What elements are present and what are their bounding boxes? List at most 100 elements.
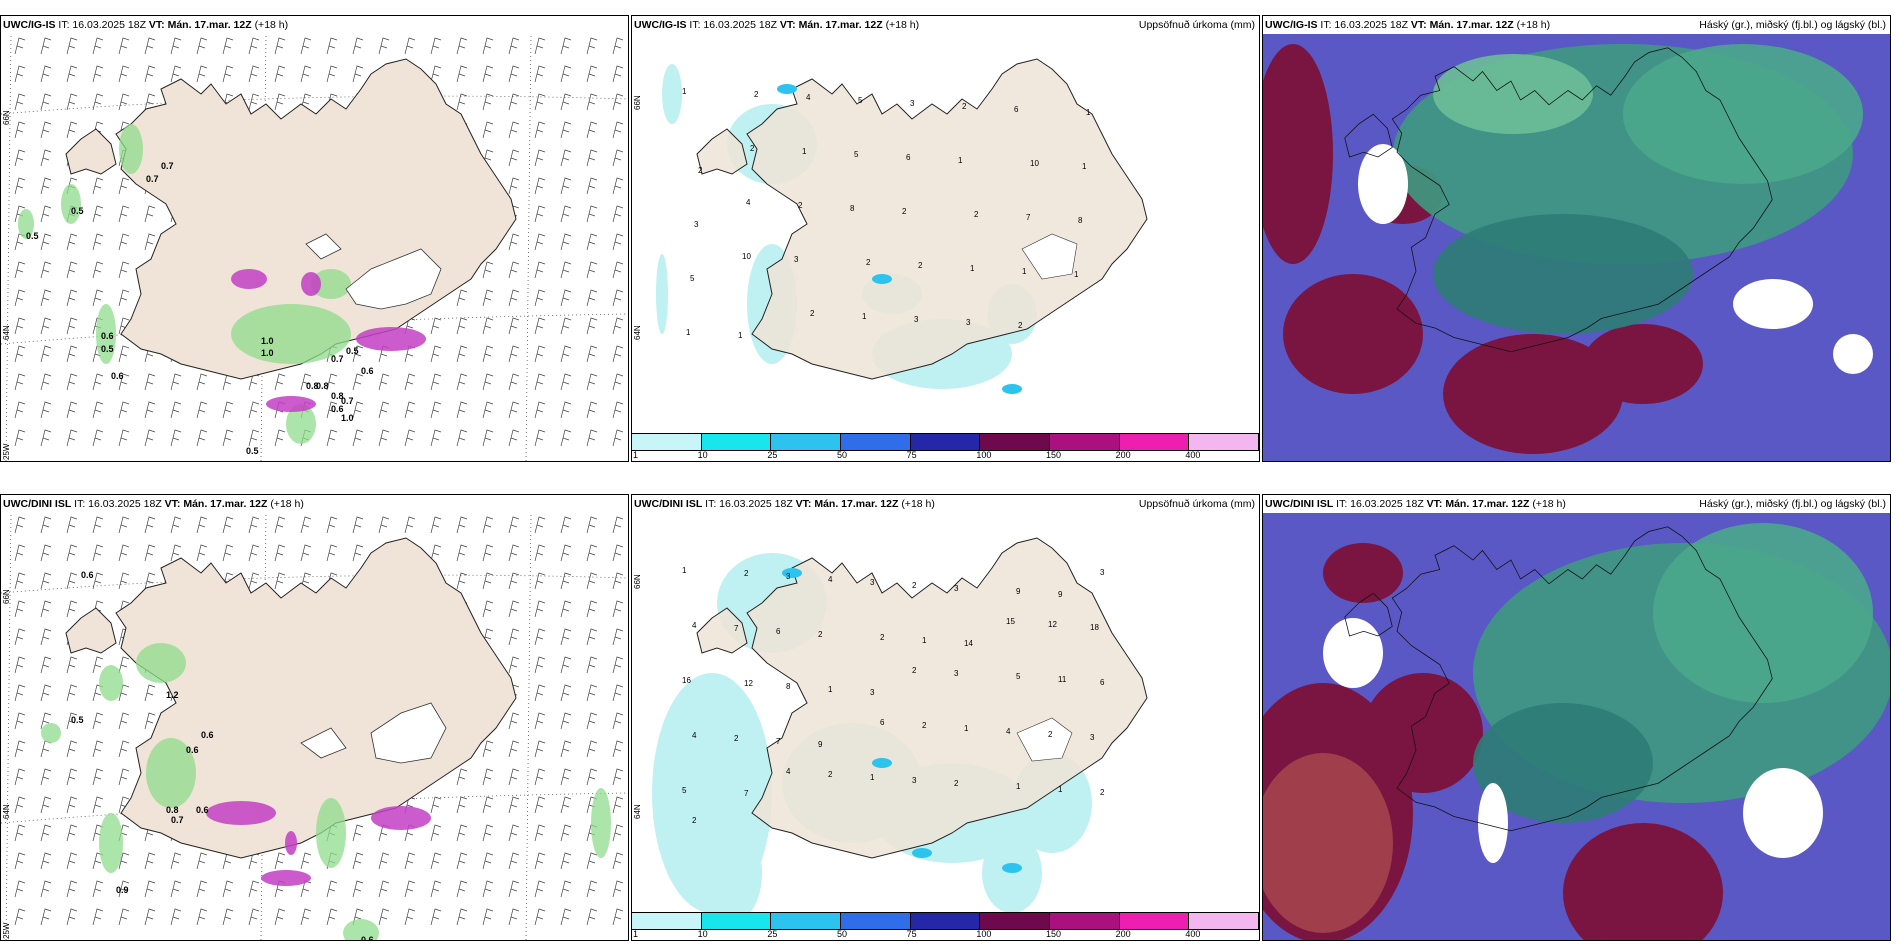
cloud-cover-panel-bottom: UWC/DINI ISL IT: 16.03.2025 18Z VT: Mán.…: [1262, 494, 1891, 941]
valid-time-label: VT:: [164, 498, 181, 510]
precip-value: 2: [912, 666, 917, 675]
precip-value: 1: [862, 312, 867, 321]
colorbar-cell: [910, 434, 981, 450]
map-canvas: [1263, 513, 1890, 940]
precip-value: 0.7: [146, 174, 159, 184]
colorbar-cell: [771, 913, 842, 929]
precip-value: 1: [828, 685, 833, 694]
field-title: Uppsöfnuð úrkoma (mm): [1138, 19, 1255, 31]
colorbar-cell: [1050, 913, 1120, 929]
colorbar-tick: 10: [697, 450, 708, 460]
precip-value: 0.8: [306, 381, 319, 391]
precip-value: 1.0: [261, 336, 274, 346]
grid-label: 66N: [2, 110, 11, 125]
colorbar-cell: [1050, 434, 1120, 450]
precip-value: 14: [964, 639, 973, 648]
precip-value: 2: [954, 779, 959, 788]
colorbar-tick: 100: [976, 929, 992, 939]
precip-value: 2: [734, 734, 739, 743]
valid-time: Mán. 17.mar. 12Z: [798, 19, 883, 31]
colorbar-tick: 400: [1185, 929, 1201, 939]
precip-value: 3: [794, 255, 799, 264]
precip-value: 1: [964, 724, 969, 733]
clear-sky: [1358, 144, 1873, 374]
valid-time-label: VT:: [1426, 498, 1443, 510]
colorbar-tick: 75: [906, 929, 917, 939]
precip-value: 10: [1030, 159, 1039, 168]
precip-value: 2: [922, 721, 927, 730]
snow-area: [300, 702, 447, 764]
precip-value: 0.5: [246, 446, 259, 456]
high-cloud-layer: [1473, 523, 1890, 823]
grid-label: 66N: [2, 589, 11, 604]
precip-value: 7: [734, 624, 739, 633]
precip-value: 4: [828, 575, 833, 584]
colorbar-tick: 1: [633, 929, 639, 939]
precip-value: 2: [810, 309, 815, 318]
precip-value: 0.5: [71, 715, 84, 725]
colorbar-cell: [1189, 434, 1259, 450]
field-title: Háský (gr.), miðský (fj.bl.) og lágský (…: [1699, 19, 1886, 31]
precip-magenta: [206, 801, 431, 886]
precip-value: 2: [750, 144, 755, 153]
precip-value: 2: [698, 166, 703, 175]
lead-time: (+18 h): [270, 498, 304, 510]
precip-value: 12: [1048, 620, 1057, 629]
field-title: Háský (gr.), miðský (fj.bl.) og lágský (…: [1699, 498, 1886, 510]
init-time: IT: 16.03.2025 18Z: [1336, 498, 1424, 510]
precip-value: 2: [962, 102, 967, 111]
precip-value: 6: [1100, 678, 1105, 687]
precip-value: 10: [742, 252, 751, 261]
precip-value: 1: [1016, 782, 1021, 791]
precip-value: 2: [880, 633, 885, 642]
precip-value: 0.6: [361, 366, 374, 376]
precip-value: 1: [870, 773, 875, 782]
precip-value: 5: [690, 274, 695, 283]
cloud-cover-panel-top: UWC/IG-IS IT: 16.03.2025 18Z VT: Mán. 17…: [1262, 15, 1891, 462]
colorbar-tick: 25: [767, 450, 778, 460]
precip-value: 18: [1090, 623, 1099, 632]
precip-value: 2: [818, 630, 823, 639]
precip-value: 0.8: [166, 805, 179, 815]
map-canvas: 1 2 4 5 3 2 6 1 2 2 1 5 6 1 10 1 3 4 2 8 2 2 7 8 5 10 3 2 2 1 1 1 1 1 2 1 3 3…: [633, 58, 1148, 394]
precip-value: 2: [798, 201, 803, 210]
precip-value: 1.2: [166, 690, 179, 700]
precip-value: 6: [880, 718, 885, 727]
precip-value: 6: [906, 153, 911, 162]
map-canvas: 0.60.50.60.61.20.80.90.60.70.666N64N25W2…: [1, 513, 628, 940]
precip-value: 2: [1100, 788, 1105, 797]
precip-value: 0.8: [316, 381, 329, 391]
precip-value: 0.7: [161, 161, 174, 171]
precip-value: 5: [854, 150, 859, 159]
precip-value: 0.6: [201, 730, 214, 740]
precip-magenta: [231, 269, 426, 412]
colorbar-cell: [1119, 434, 1190, 450]
precip-value: 3: [786, 572, 791, 581]
colorbar-cell: [771, 434, 842, 450]
precip-green: [18, 124, 351, 444]
precip-value: 0.6: [111, 371, 124, 381]
precip-value: 3: [914, 315, 919, 324]
precip-value: 6: [776, 627, 781, 636]
precip-value: 1: [1082, 162, 1087, 171]
precip-value: 2: [918, 261, 923, 270]
colorbar-tick: 50: [837, 929, 848, 939]
colorbar: 1 10 25 50 75 100 150 200 400: [632, 433, 1259, 461]
colorbar-tick: 75: [906, 450, 917, 460]
panel-header: UWC/DINI ISL IT: 16.03.2025 18Z VT: Mán.…: [3, 498, 304, 510]
valid-time-label: VT:: [1410, 19, 1427, 31]
colorbar-tick: 50: [837, 450, 848, 460]
precip-value: 8: [850, 204, 855, 213]
precip-green: [41, 643, 611, 940]
precip-value: 1: [686, 328, 691, 337]
precip-value: 0.5: [71, 206, 84, 216]
precip-value: 0.6: [331, 404, 344, 414]
precip-value: 0.5: [346, 346, 359, 356]
lead-time: (+18 h): [1516, 19, 1551, 31]
precip-value: 3: [694, 220, 699, 229]
colorbar-cell: [701, 913, 772, 929]
precip-value: 0.5: [26, 231, 39, 241]
map-canvas: 0.70.70.50.50.60.51.01.00.60.70.80.60.80…: [1, 34, 628, 461]
model-name: UWC/DINI ISL: [3, 498, 72, 510]
